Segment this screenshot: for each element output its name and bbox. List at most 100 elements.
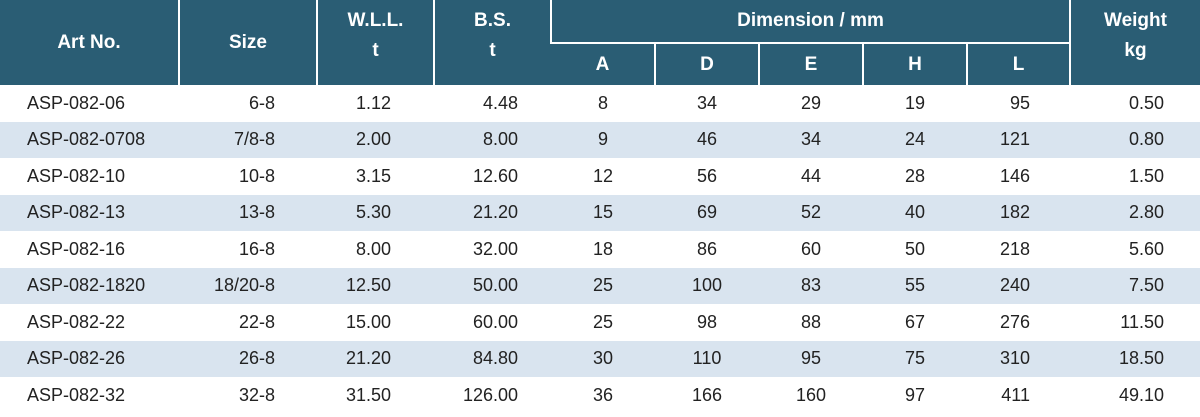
cell-art-no: ASP-082-1820 (0, 267, 179, 304)
cell-dim-a: 25 (551, 304, 655, 341)
cell-dim-e: 88 (759, 304, 863, 341)
cell-bs: 50.00 (434, 267, 551, 304)
header-bs: B.S. t (433, 0, 551, 85)
cell-weight: 0.80 (1070, 121, 1200, 158)
cell-weight: 49.10 (1070, 377, 1200, 414)
cell-wll: 12.50 (317, 267, 434, 304)
cell-art-no: ASP-082-13 (0, 194, 179, 231)
cell-dim-h: 75 (863, 340, 967, 377)
header-dim-e: E (758, 43, 863, 85)
cell-art-no: ASP-082-16 (0, 231, 179, 268)
table-row: ASP-082-06 6-8 1.12 4.48 8 34 29 19 95 0… (0, 85, 1200, 122)
cell-weight: 0.50 (1070, 85, 1200, 122)
cell-dim-a: 18 (551, 231, 655, 268)
cell-bs: 21.20 (434, 194, 551, 231)
table-row: ASP-082-26 26-8 21.20 84.80 30 110 95 75… (0, 340, 1200, 377)
header-dim-l: L (966, 43, 1070, 85)
header-weight: Weight kg (1069, 0, 1200, 85)
cell-size: 18/20-8 (179, 267, 317, 304)
cell-dim-h: 28 (863, 158, 967, 195)
header-wll-unit: t (372, 40, 379, 61)
cell-dim-l: 95 (967, 85, 1070, 122)
cell-size: 16-8 (179, 231, 317, 268)
cell-art-no: ASP-082-22 (0, 304, 179, 341)
cell-art-no: ASP-082-0708 (0, 121, 179, 158)
cell-dim-d: 56 (655, 158, 759, 195)
cell-art-no: ASP-082-06 (0, 85, 179, 122)
cell-size: 7/8-8 (179, 121, 317, 158)
cell-dim-d: 46 (655, 121, 759, 158)
cell-dim-h: 55 (863, 267, 967, 304)
cell-wll: 1.12 (317, 85, 434, 122)
cell-weight: 11.50 (1070, 304, 1200, 341)
cell-dim-l: 240 (967, 267, 1070, 304)
table-row: ASP-082-1820 18/20-8 12.50 50.00 25 100 … (0, 267, 1200, 304)
cell-wll: 21.20 (317, 340, 434, 377)
cell-weight: 18.50 (1070, 340, 1200, 377)
cell-wll: 15.00 (317, 304, 434, 341)
cell-dim-l: 182 (967, 194, 1070, 231)
cell-dim-e: 34 (759, 121, 863, 158)
cell-bs: 8.00 (434, 121, 551, 158)
header-dim-d: D (654, 43, 759, 85)
cell-dim-l: 218 (967, 231, 1070, 268)
cell-bs: 126.00 (434, 377, 551, 414)
cell-wll: 3.15 (317, 158, 434, 195)
cell-dim-a: 25 (551, 267, 655, 304)
cell-bs: 12.60 (434, 158, 551, 195)
cell-dim-h: 24 (863, 121, 967, 158)
header-weight-label: Weight (1104, 10, 1167, 31)
cell-size: 10-8 (179, 158, 317, 195)
cell-weight: 2.80 (1070, 194, 1200, 231)
header-art-no-label: Art No. (57, 31, 121, 53)
header-size-label: Size (228, 31, 268, 53)
cell-art-no: ASP-082-10 (0, 158, 179, 195)
header-weight-unit: kg (1124, 40, 1147, 61)
cell-bs: 4.48 (434, 85, 551, 122)
header-dimension: Dimension / mm (550, 0, 1070, 44)
cell-size: 13-8 (179, 194, 317, 231)
table-row: ASP-082-32 32-8 31.50 126.00 36 166 160 … (0, 377, 1200, 414)
header-size: Size (178, 0, 317, 85)
cell-dim-a: 9 (551, 121, 655, 158)
cell-dim-e: 44 (759, 158, 863, 195)
cell-wll: 2.00 (317, 121, 434, 158)
cell-bs: 32.00 (434, 231, 551, 268)
table-row: ASP-082-13 13-8 5.30 21.20 15 69 52 40 1… (0, 194, 1200, 231)
header-dim-a: A (551, 43, 655, 85)
cell-size: 6-8 (179, 85, 317, 122)
cell-wll: 5.30 (317, 194, 434, 231)
cell-weight: 7.50 (1070, 267, 1200, 304)
cell-dim-e: 83 (759, 267, 863, 304)
cell-dim-a: 36 (551, 377, 655, 414)
header-bs-label: B.S. (474, 10, 511, 31)
table-row: ASP-082-22 22-8 15.00 60.00 25 98 88 67 … (0, 304, 1200, 341)
header-dimension-label: Dimension / mm (737, 10, 884, 31)
cell-dim-e: 95 (759, 340, 863, 377)
cell-dim-a: 15 (551, 194, 655, 231)
table-row: ASP-082-16 16-8 8.00 32.00 18 86 60 50 2… (0, 231, 1200, 268)
cell-dim-e: 160 (759, 377, 863, 414)
cell-dim-h: 19 (863, 85, 967, 122)
cell-dim-a: 30 (551, 340, 655, 377)
cell-dim-h: 97 (863, 377, 967, 414)
table-body: ASP-082-06 6-8 1.12 4.48 8 34 29 19 95 0… (0, 85, 1200, 414)
header-wll-label: W.L.L. (347, 10, 404, 31)
cell-dim-l: 146 (967, 158, 1070, 195)
header-art-no: Art No. (0, 0, 179, 85)
cell-art-no: ASP-082-26 (0, 340, 179, 377)
cell-art-no: ASP-082-32 (0, 377, 179, 414)
cell-dim-l: 276 (967, 304, 1070, 341)
table-header: Art No. Size W.L.L. t B.S. t Dimension /… (0, 0, 1200, 85)
cell-bs: 84.80 (434, 340, 551, 377)
cell-dim-l: 121 (967, 121, 1070, 158)
cell-bs: 60.00 (434, 304, 551, 341)
cell-weight: 1.50 (1070, 158, 1200, 195)
cell-dim-l: 411 (967, 377, 1070, 414)
cell-weight: 5.60 (1070, 231, 1200, 268)
cell-wll: 8.00 (317, 231, 434, 268)
cell-dim-l: 310 (967, 340, 1070, 377)
cell-dim-e: 29 (759, 85, 863, 122)
cell-dim-h: 40 (863, 194, 967, 231)
